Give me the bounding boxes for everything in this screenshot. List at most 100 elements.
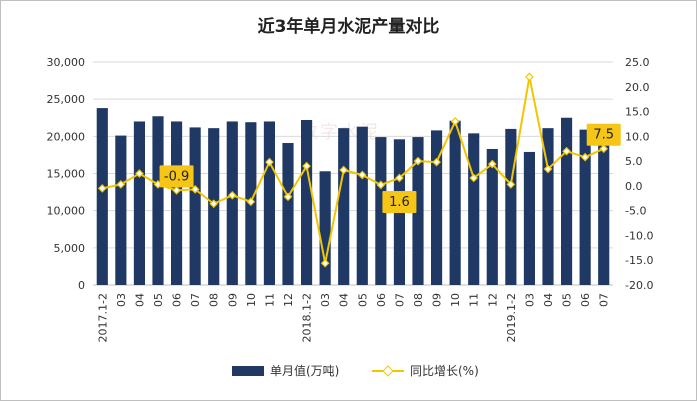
y-right-tick-label: 15.0 (625, 106, 650, 119)
annotation-box (159, 165, 194, 188)
legend: 单月值(万吨) 同比增长(%) (0, 362, 697, 380)
bar (171, 121, 183, 285)
bar (133, 121, 145, 285)
growth-point (357, 170, 367, 180)
x-tick-label: 05 (356, 293, 369, 307)
x-tick-label: 11 (263, 293, 276, 307)
x-tick-label: 09 (226, 293, 239, 307)
growth-point (246, 197, 256, 207)
legend-item-line: 同比增长(%) (372, 362, 479, 379)
growth-point (135, 169, 144, 178)
growth-point (227, 190, 237, 200)
bar (542, 128, 554, 285)
growth-point (97, 184, 107, 193)
x-tick-label: 11 (468, 293, 481, 307)
growth-line (102, 76, 605, 264)
growth-point (562, 146, 571, 156)
x-tick-label: 05 (561, 293, 574, 307)
growth-point (172, 186, 181, 195)
y-left-tick-label: 20,000 (47, 130, 86, 143)
y-right-tick-label: -20.0 (625, 279, 653, 292)
y-left-tick-label: 15,000 (47, 168, 86, 181)
x-tick-label: 10 (449, 293, 462, 307)
bar (152, 116, 164, 285)
growth-point (450, 117, 460, 126)
bar (486, 148, 498, 285)
y-right-tick-label: -5.0 (625, 205, 646, 218)
growth-point (190, 185, 200, 194)
bar (189, 127, 201, 285)
growth-point (413, 156, 423, 166)
growth-point (320, 258, 330, 268)
legend-label-line: 同比增长(%) (410, 364, 479, 378)
y-left-tick-label: 30,000 (47, 56, 86, 69)
y-right-tick-label: 0.0 (625, 180, 643, 193)
growth-point (116, 180, 126, 189)
bar (598, 134, 610, 285)
legend-swatch-bar (232, 365, 264, 376)
growth-point (543, 164, 553, 174)
x-tick-label: 03 (319, 293, 332, 307)
bar (226, 121, 238, 285)
bar (579, 129, 591, 285)
bar (431, 130, 443, 285)
y-left-tick-label: 5,000 (54, 242, 86, 255)
growth-point (209, 199, 219, 209)
growth-point (265, 157, 274, 167)
bar (561, 117, 573, 285)
y-right-tick-label: 25.0 (625, 56, 650, 69)
x-tick-label: 06 (171, 293, 184, 307)
annotation-label: 7.5 (593, 128, 614, 143)
growth-point (432, 157, 441, 167)
growth-point (525, 72, 534, 82)
bar (115, 135, 127, 285)
x-tick-label: 07 (598, 293, 611, 307)
legend-item-bar: 单月值(万吨) (232, 362, 339, 379)
bar (412, 137, 424, 285)
x-tick-label: 06 (375, 293, 388, 307)
growth-point (302, 161, 311, 171)
x-tick-label: 03 (523, 293, 536, 307)
x-tick-label: 08 (412, 293, 425, 307)
y-right-tick-label: -10.0 (625, 229, 653, 242)
x-tick-label: 12 (282, 293, 295, 307)
growth-point (376, 180, 386, 190)
y-left-tick-label: 25,000 (47, 93, 86, 106)
growth-point (395, 173, 404, 183)
x-tick-label: 03 (115, 293, 128, 307)
growth-point (599, 144, 609, 154)
x-tick-label: 08 (208, 293, 221, 307)
growth-point (487, 159, 497, 169)
legend-swatch-line (372, 366, 404, 376)
chart-title: 近3年单月水泥产量对比 (257, 17, 440, 37)
y-right-tick-label: 20.0 (625, 81, 650, 94)
growth-point (580, 152, 590, 162)
x-tick-label: 07 (393, 293, 406, 307)
x-tick-label: 04 (542, 293, 555, 307)
growth-point (283, 192, 293, 202)
x-tick-label: 12 (486, 293, 499, 307)
x-tick-label: 07 (189, 293, 202, 307)
growth-point (469, 173, 479, 183)
x-tick-label: 04 (133, 293, 146, 307)
bar (505, 128, 517, 285)
bar (523, 151, 535, 285)
bar (96, 108, 108, 285)
y-right-tick-label: 10.0 (625, 130, 650, 143)
annotation-label: -0.9 (164, 169, 189, 184)
x-tick-label: 2019.1-2 (505, 293, 518, 342)
growth-point (506, 180, 516, 189)
bar (282, 143, 294, 285)
x-tick-label: 05 (152, 293, 165, 307)
annotation-box (586, 123, 621, 146)
bar (468, 133, 480, 285)
growth-point (339, 165, 349, 175)
x-tick-label: 09 (431, 293, 444, 307)
bar (319, 171, 331, 285)
annotation-box (382, 190, 417, 213)
bar (356, 126, 368, 285)
bar (449, 120, 461, 286)
bar (301, 119, 313, 285)
x-tick-label: 2017.1-2 (96, 293, 109, 342)
